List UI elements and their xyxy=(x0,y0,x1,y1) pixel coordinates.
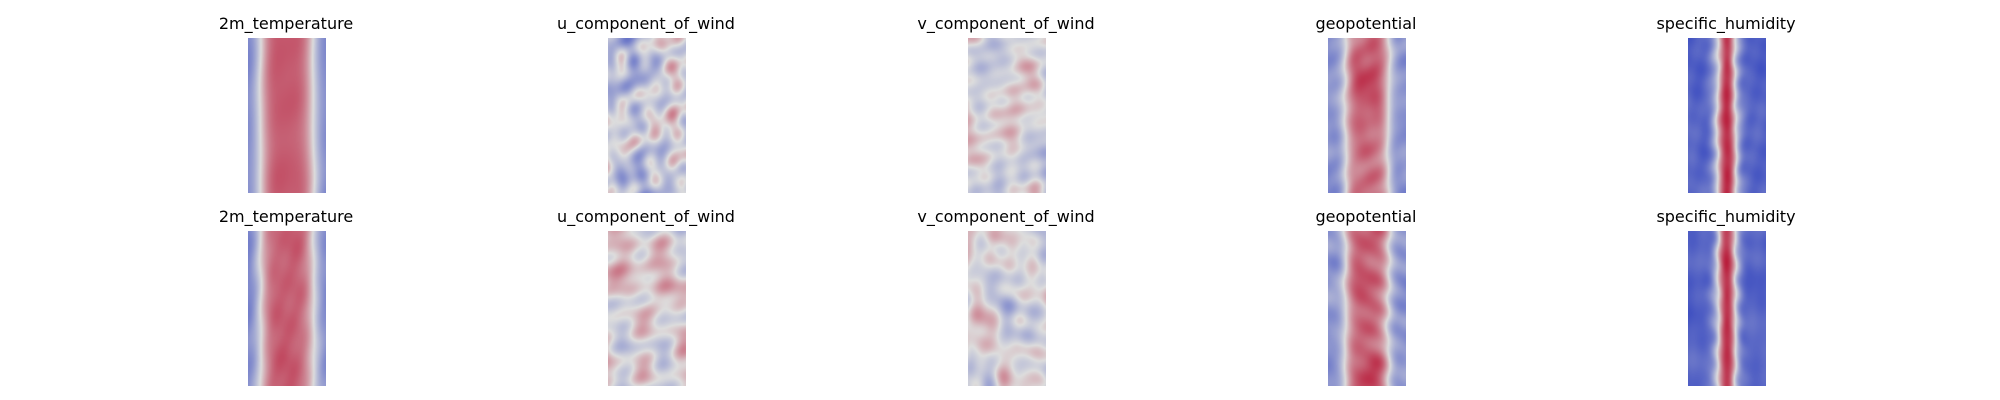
panel-title: geopotential xyxy=(1315,14,1417,33)
heatmap-specific-humidity xyxy=(1688,38,1766,193)
heatmap-u-component-of-wind xyxy=(608,231,686,386)
panel-title: u_component_of_wind xyxy=(557,207,735,226)
heatmap-2m-temperature xyxy=(248,231,326,386)
heatmap-geopotential xyxy=(1328,231,1406,386)
panel-title: specific_humidity xyxy=(1656,207,1796,226)
heatmap-v-component-of-wind xyxy=(968,231,1046,386)
panel-title: u_component_of_wind xyxy=(557,14,735,33)
heatmap-specific-humidity xyxy=(1688,231,1766,386)
panel-title: specific_humidity xyxy=(1656,14,1796,33)
panel-title: geopotential xyxy=(1315,207,1417,226)
panel-title: 2m_temperature xyxy=(218,14,354,33)
panel-title: v_component_of_wind xyxy=(917,14,1095,33)
panel-title: 2m_temperature xyxy=(218,207,354,226)
heatmap-u-component-of-wind xyxy=(608,38,686,193)
heatmap-2m-temperature xyxy=(248,38,326,193)
heatmap-geopotential xyxy=(1328,38,1406,193)
heatmap-v-component-of-wind xyxy=(968,38,1046,193)
panel-title: v_component_of_wind xyxy=(917,207,1095,226)
